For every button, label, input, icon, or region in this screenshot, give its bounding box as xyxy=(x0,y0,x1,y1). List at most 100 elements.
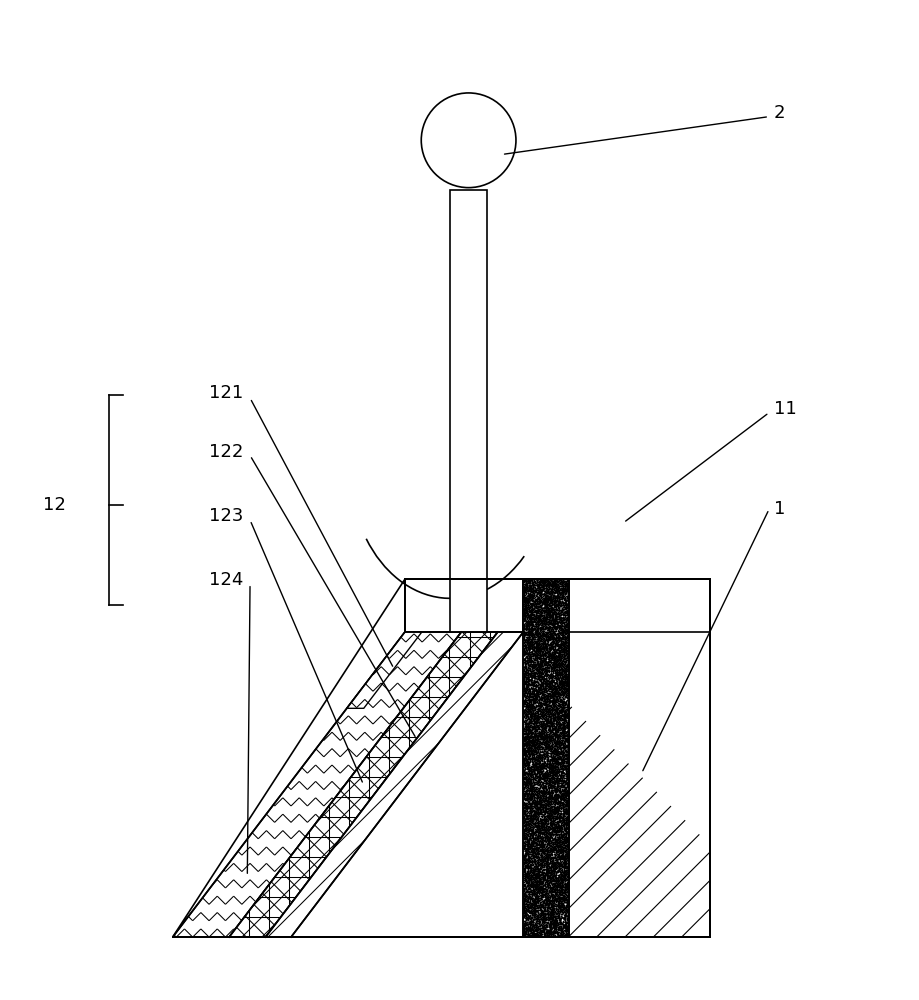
Point xyxy=(541,906,556,922)
Point xyxy=(553,904,568,920)
Point xyxy=(517,775,532,791)
Point xyxy=(542,833,557,849)
Point xyxy=(528,716,543,732)
Point xyxy=(554,928,569,944)
Point xyxy=(543,916,558,932)
Point xyxy=(550,750,565,766)
Point xyxy=(542,808,557,824)
Point xyxy=(533,697,548,713)
Point xyxy=(543,705,558,721)
Point xyxy=(535,621,550,637)
Point xyxy=(545,840,560,856)
Point xyxy=(529,751,544,767)
Point xyxy=(542,675,557,691)
Point xyxy=(532,747,547,763)
Point xyxy=(562,708,576,724)
Point xyxy=(541,830,556,846)
Point xyxy=(549,578,563,594)
Point xyxy=(534,581,549,597)
Point xyxy=(554,590,569,606)
Point xyxy=(546,906,561,922)
Point xyxy=(560,627,574,643)
Point xyxy=(538,620,552,636)
Point xyxy=(548,665,562,681)
Point xyxy=(551,657,566,673)
Point xyxy=(551,708,566,724)
Point xyxy=(531,924,546,940)
Point xyxy=(548,913,562,929)
Point xyxy=(526,914,540,930)
Point xyxy=(530,880,545,896)
Point xyxy=(534,727,549,743)
Point xyxy=(552,661,567,677)
Point xyxy=(554,792,569,808)
Point xyxy=(543,873,558,889)
Point xyxy=(555,665,570,681)
Point xyxy=(523,827,538,843)
Point xyxy=(553,652,568,668)
Point xyxy=(539,640,554,656)
Point xyxy=(524,591,539,607)
Point xyxy=(556,764,571,780)
Point xyxy=(518,597,533,613)
Point xyxy=(551,711,566,727)
Point xyxy=(538,637,552,653)
Point xyxy=(550,853,564,869)
Point xyxy=(537,715,551,731)
Point xyxy=(541,653,556,669)
Point xyxy=(552,737,567,753)
Point xyxy=(542,721,557,737)
Point xyxy=(530,881,545,897)
Point xyxy=(558,863,573,879)
Point xyxy=(550,925,565,941)
Point xyxy=(527,894,541,910)
Point xyxy=(556,760,571,776)
Point xyxy=(521,672,536,688)
Point xyxy=(533,606,548,622)
Point xyxy=(556,785,571,801)
Point xyxy=(516,735,531,751)
Point xyxy=(523,699,538,715)
Point xyxy=(553,927,568,943)
Point xyxy=(550,726,564,742)
Point xyxy=(530,919,545,935)
Point xyxy=(530,853,545,869)
Point xyxy=(516,913,531,929)
Point xyxy=(561,639,575,655)
Point xyxy=(547,686,562,702)
Point xyxy=(546,887,561,903)
Point xyxy=(533,659,548,675)
Point xyxy=(545,778,560,794)
Point xyxy=(521,916,536,932)
Point xyxy=(550,688,564,704)
Point xyxy=(547,665,562,681)
Point xyxy=(559,894,573,910)
Point xyxy=(518,869,533,885)
Point xyxy=(545,790,560,806)
Point xyxy=(522,739,537,755)
Point xyxy=(534,906,549,922)
Point xyxy=(555,772,570,788)
Point xyxy=(549,905,563,921)
Point xyxy=(537,730,551,746)
Point xyxy=(549,816,563,832)
Point xyxy=(560,839,574,855)
Point xyxy=(533,782,548,798)
Point xyxy=(532,829,547,845)
Point xyxy=(547,826,562,842)
Point xyxy=(552,669,567,685)
Point xyxy=(539,799,553,815)
Point xyxy=(546,578,561,594)
Point xyxy=(545,789,560,805)
Point xyxy=(516,916,531,932)
Point xyxy=(555,683,570,699)
Point xyxy=(520,795,535,811)
Point xyxy=(530,598,545,614)
Point xyxy=(518,661,533,677)
Point xyxy=(516,725,530,741)
Point xyxy=(550,790,564,806)
Point xyxy=(555,719,570,735)
Point xyxy=(531,794,546,810)
Point xyxy=(544,915,559,931)
Point xyxy=(560,677,574,693)
